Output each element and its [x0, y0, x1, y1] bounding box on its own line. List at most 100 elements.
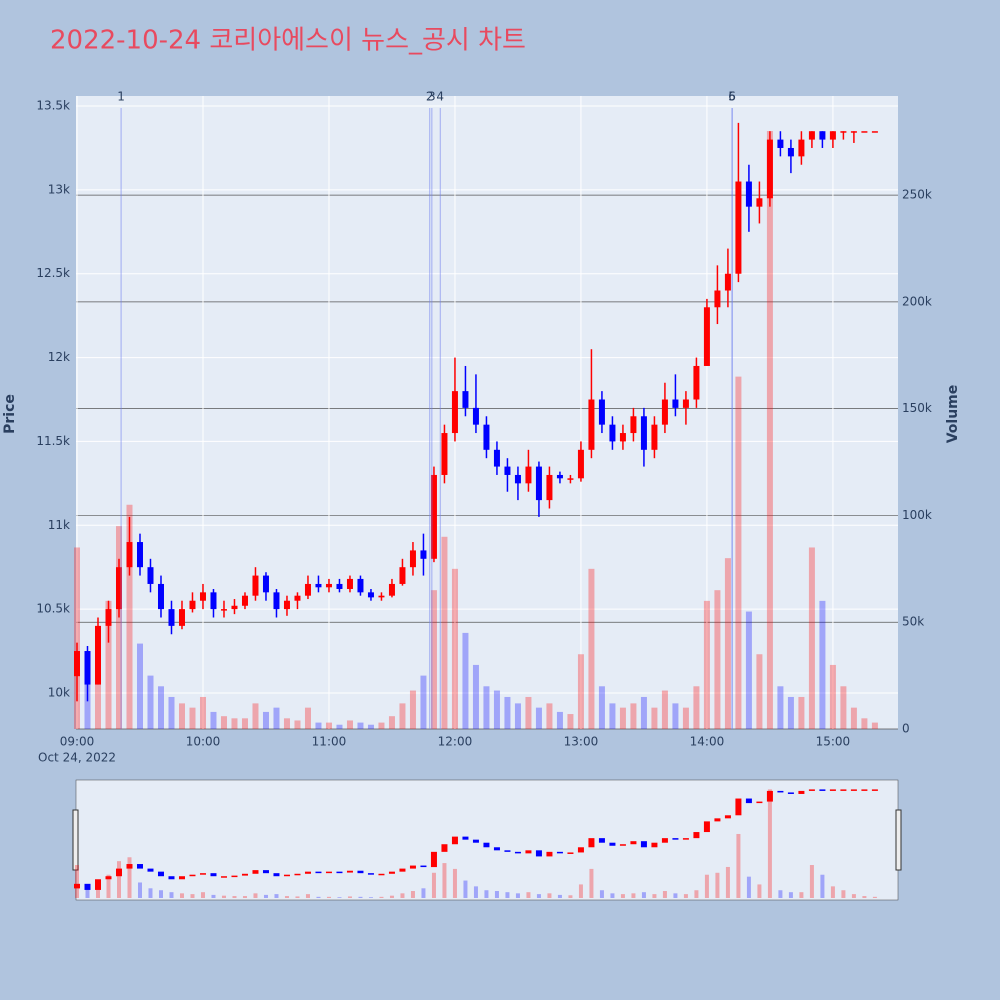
- news-label: 1: [117, 90, 125, 104]
- volume-bar: [787, 696, 794, 729]
- volume-bar: [703, 600, 710, 729]
- candle-body: [378, 595, 385, 598]
- volume-bar: [189, 707, 196, 729]
- candle-body: [735, 181, 742, 274]
- slider-volume-bar: [211, 894, 216, 898]
- candle-body: [535, 466, 542, 501]
- volume-bar: [609, 703, 616, 729]
- slider-candle: [504, 850, 511, 852]
- slider-candle: [787, 792, 794, 794]
- slider-volume-bar: [557, 894, 562, 898]
- slider-handle[interactable]: [895, 809, 902, 871]
- slider-candle: [336, 871, 343, 874]
- candle-body: [294, 595, 301, 601]
- slider-volume-bar: [106, 874, 111, 898]
- slider-volume-bar: [725, 866, 730, 898]
- candle-body: [74, 651, 80, 677]
- candle-body: [703, 307, 710, 366]
- candle-body: [262, 575, 269, 593]
- slider-candle: [871, 789, 878, 791]
- volume-bar: [861, 718, 868, 729]
- slider-candle: [357, 870, 364, 874]
- volume-bar: [199, 696, 206, 729]
- volume-bar: [651, 707, 658, 729]
- volume-bar: [556, 711, 563, 729]
- slider-volume-bar: [526, 892, 531, 898]
- candle-body: [388, 583, 395, 596]
- candle-body: [409, 550, 416, 568]
- slider-candle: [630, 841, 637, 845]
- slider-volume-bar: [169, 892, 174, 898]
- candle-body: [168, 609, 175, 626]
- slider-volume-bar: [473, 886, 478, 898]
- slider-volume-bar: [75, 865, 79, 898]
- y2-tick-label: 250k: [902, 188, 932, 202]
- slider-volume-bar: [484, 890, 489, 898]
- slider-volume-bar: [358, 896, 363, 898]
- candle-body: [493, 449, 500, 467]
- volume-bar: [220, 716, 227, 729]
- slider-volume-bar: [179, 893, 184, 898]
- slider-candle: [262, 870, 269, 874]
- candle-body: [588, 399, 595, 450]
- slider-candle: [735, 798, 742, 816]
- candle-body: [840, 131, 847, 133]
- y-tick-label: 10.5k: [36, 602, 70, 616]
- volume-bar: [682, 707, 689, 729]
- volume-bar: [136, 643, 143, 729]
- y-tick-label: 12k: [48, 350, 70, 364]
- volume-bar: [325, 722, 332, 729]
- slider-volume-bar: [347, 896, 352, 898]
- candle-body: [745, 181, 752, 207]
- volume-bar: [304, 707, 311, 729]
- range-slider[interactable]: [75, 779, 899, 901]
- slider-candle: [556, 851, 563, 854]
- slider-candle: [74, 883, 80, 889]
- slider-candle: [714, 818, 721, 822]
- volume-bar: [336, 724, 343, 729]
- slider-candle: [724, 815, 731, 819]
- slider-candle: [430, 851, 437, 868]
- volume-bar: [441, 536, 448, 729]
- slider-candle: [483, 842, 490, 848]
- candle-body: [441, 433, 448, 475]
- candle-body: [514, 474, 521, 484]
- volume-bar: [409, 690, 416, 729]
- volume-bar: [577, 654, 584, 729]
- x-tick-label: 10:00: [186, 735, 221, 749]
- slider-candle: [514, 851, 521, 854]
- volume-bar: [777, 686, 784, 729]
- candle-body: [367, 592, 374, 598]
- x-tick-label: 09:00: [60, 735, 95, 749]
- slider-handle[interactable]: [72, 809, 79, 871]
- slider-volume-bar: [841, 890, 846, 898]
- slider-candle: [651, 842, 658, 848]
- slider-volume-bar: [715, 872, 720, 898]
- candle-body: [819, 131, 826, 140]
- slider-volume-bar: [421, 888, 426, 898]
- slider-volume-bar: [799, 892, 804, 898]
- slider-candle: [136, 864, 143, 869]
- volume-bar: [798, 696, 805, 729]
- y2-tick-label: 100k: [902, 508, 932, 522]
- slider-volume-bar: [631, 893, 636, 898]
- candle-body: [325, 583, 332, 588]
- volume-bar: [766, 131, 773, 729]
- volume-bar: [231, 718, 238, 729]
- slider-volume-bar: [305, 894, 310, 898]
- slider-candle: [346, 870, 353, 873]
- candle-body: [451, 391, 458, 434]
- slider-candle: [598, 838, 605, 843]
- slider-candle: [199, 873, 206, 875]
- slider-volume-bar: [515, 893, 520, 898]
- slider-volume-bar: [683, 894, 688, 898]
- slider-candle: [861, 789, 868, 791]
- slider-candle: [126, 864, 133, 869]
- volume-bar: [430, 590, 437, 729]
- slider-candle: [808, 789, 815, 791]
- y-tick-label: 10k: [48, 685, 70, 699]
- slider-candle: [451, 836, 458, 845]
- volume-bar: [567, 714, 574, 729]
- slider-volume-bar: [137, 882, 142, 898]
- slider-candle: [304, 871, 311, 874]
